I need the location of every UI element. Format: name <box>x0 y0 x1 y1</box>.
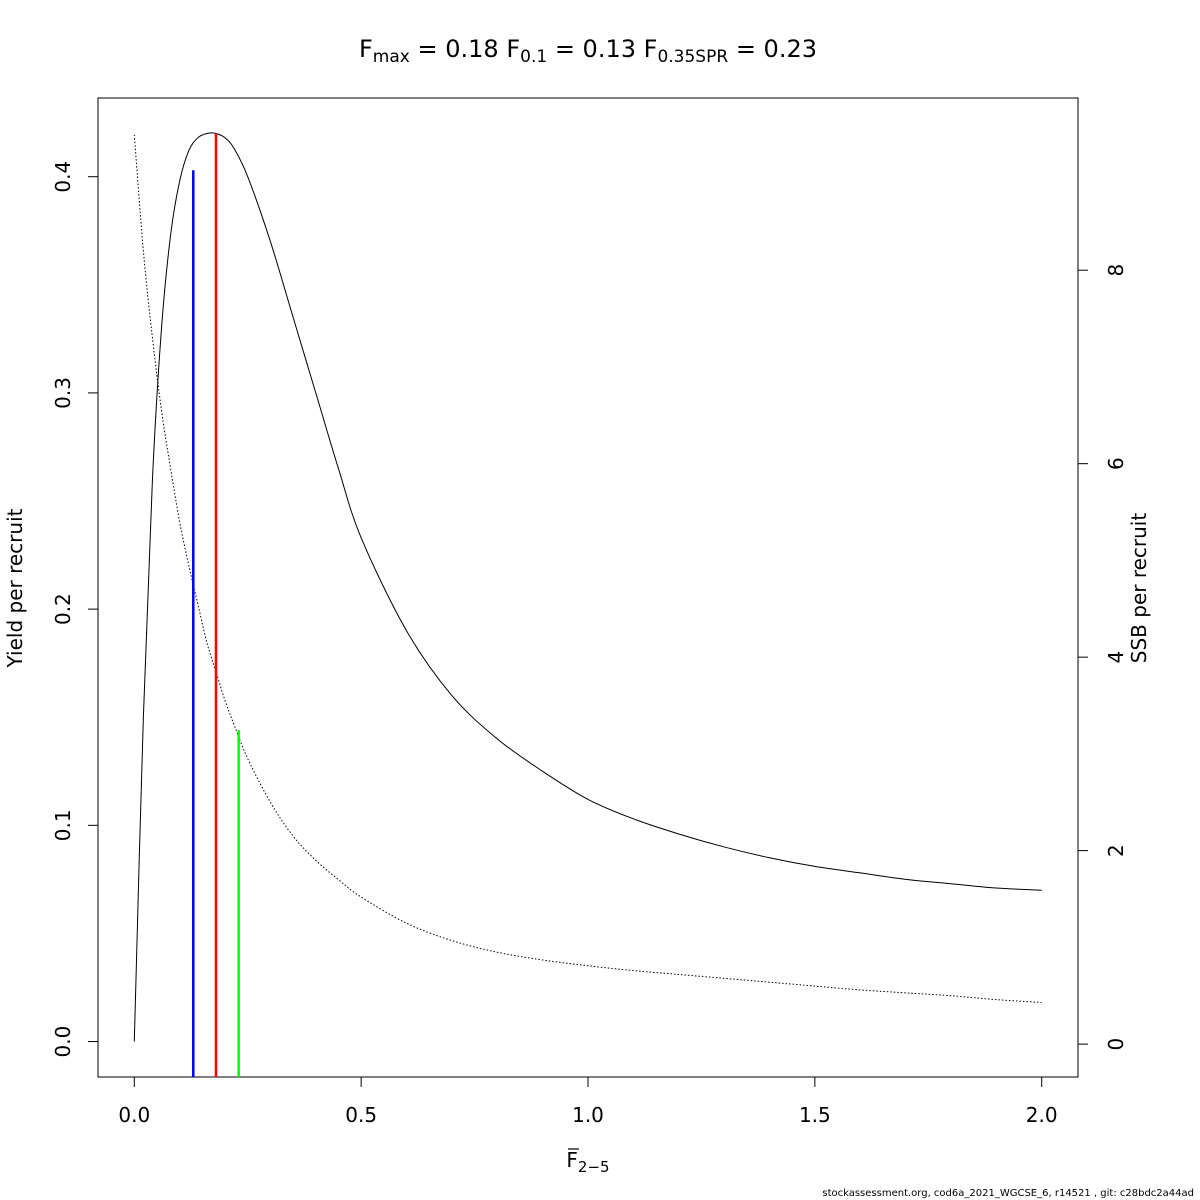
title-fmax-symbol: F <box>359 35 373 63</box>
y-tick-label: 0.0 <box>51 1026 75 1058</box>
x-axis: 0.0 0.5 1.0 1.5 2.0 <box>118 1076 1058 1127</box>
ssb-per-recruit-line <box>133 134 1042 1004</box>
y2-tick-label: 4 <box>1104 651 1128 664</box>
title-f01-value: = 0.13 <box>555 35 636 63</box>
yield-per-recruit-line <box>133 132 1042 1042</box>
x-axis-label: F2−5 <box>566 1148 609 1176</box>
title-fspr-value: = 0.23 <box>736 35 817 63</box>
y-tick-label: 0.3 <box>51 377 75 409</box>
chart-title: Fmax = 0.18 F0.1 = 0.13 F0.35SPR = 0.23 <box>359 35 817 67</box>
y2-tick-label: 6 <box>1104 457 1128 470</box>
y2-tick-label: 2 <box>1104 844 1128 857</box>
title-fmax-sub: max <box>373 47 410 67</box>
reference-lines <box>192 133 240 1077</box>
x-tick-label: 2.0 <box>1026 1103 1058 1127</box>
x-tick-label: 1.5 <box>799 1103 831 1127</box>
title-fspr-symbol: F <box>644 35 658 63</box>
y-axis-right: 0 2 4 6 8 <box>1077 264 1128 1051</box>
series-group <box>133 132 1042 1042</box>
y2-tick-label: 0 <box>1104 1038 1128 1051</box>
title-f01-symbol: F <box>506 35 520 63</box>
title-fmax-value: = 0.18 <box>417 35 498 63</box>
x-tick-label: 0.5 <box>345 1103 377 1127</box>
y-axis-label: Yield per recruit <box>3 508 27 668</box>
x-axis-label-sub: 2−5 <box>578 1158 610 1176</box>
x-tick-label: 1.0 <box>572 1103 604 1127</box>
y2-tick-label: 8 <box>1104 264 1128 277</box>
x-axis-label-symbol: F <box>566 1148 578 1172</box>
title-fspr-sub: 0.35SPR <box>657 47 728 67</box>
y-tick-label: 0.2 <box>51 593 75 625</box>
x-tick-label: 0.0 <box>118 1103 150 1127</box>
y-tick-label: 0.1 <box>51 809 75 841</box>
plot-frame <box>97 97 1079 1078</box>
title-f01-sub: 0.1 <box>520 47 547 67</box>
y-axis-left: 0.0 0.1 0.2 0.3 0.4 <box>51 161 99 1058</box>
footer-credit: stockassessment.org, cod6a_2021_WGCSE_6,… <box>822 1188 1194 1199</box>
y2-axis-label: SSB per recruit <box>1127 513 1151 664</box>
y-tick-label: 0.4 <box>51 161 75 193</box>
